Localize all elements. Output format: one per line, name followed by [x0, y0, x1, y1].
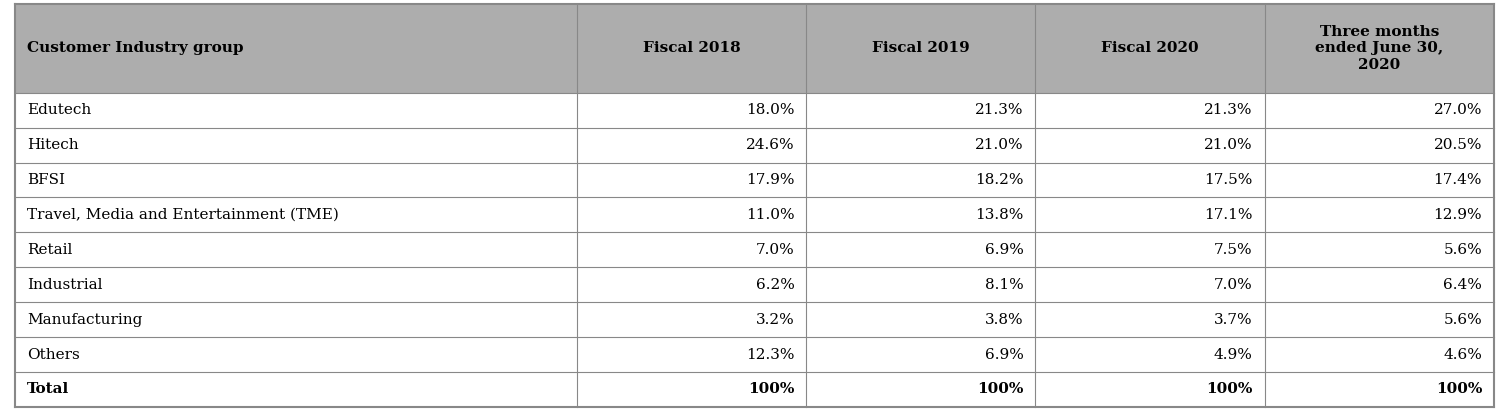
- Text: Manufacturing: Manufacturing: [27, 313, 142, 327]
- Bar: [15, 267, 1494, 302]
- Text: 13.8%: 13.8%: [975, 208, 1023, 222]
- Text: 3.7%: 3.7%: [1215, 313, 1252, 327]
- Bar: [15, 337, 1494, 372]
- Text: 12.9%: 12.9%: [1434, 208, 1482, 222]
- Bar: [15, 162, 1494, 197]
- Text: Customer Industry group: Customer Industry group: [27, 42, 243, 55]
- Text: 7.5%: 7.5%: [1215, 243, 1252, 257]
- Text: 100%: 100%: [1435, 383, 1482, 397]
- Text: Others: Others: [27, 348, 80, 362]
- Text: 21.3%: 21.3%: [975, 103, 1023, 117]
- Text: 3.8%: 3.8%: [985, 313, 1023, 327]
- Bar: [15, 128, 1494, 162]
- Bar: [15, 197, 1494, 232]
- Bar: [15, 4, 1494, 93]
- Text: 6.4%: 6.4%: [1443, 278, 1482, 292]
- Text: Edutech: Edutech: [27, 103, 91, 117]
- Text: 6.2%: 6.2%: [756, 278, 794, 292]
- Text: 20.5%: 20.5%: [1434, 138, 1482, 152]
- Text: Three months
ended June 30,
2020: Three months ended June 30, 2020: [1316, 25, 1444, 72]
- Text: 5.6%: 5.6%: [1443, 313, 1482, 327]
- Text: 21.3%: 21.3%: [1204, 103, 1252, 117]
- Text: 4.6%: 4.6%: [1443, 348, 1482, 362]
- Text: Retail: Retail: [27, 243, 72, 257]
- Text: 100%: 100%: [978, 383, 1023, 397]
- Text: 6.9%: 6.9%: [985, 348, 1023, 362]
- Text: Industrial: Industrial: [27, 278, 103, 292]
- Text: Travel, Media and Entertainment (TME): Travel, Media and Entertainment (TME): [27, 208, 340, 222]
- Text: 8.1%: 8.1%: [985, 278, 1023, 292]
- Text: 17.5%: 17.5%: [1204, 173, 1252, 187]
- Text: 6.9%: 6.9%: [985, 243, 1023, 257]
- Text: 3.2%: 3.2%: [756, 313, 794, 327]
- Text: 100%: 100%: [1207, 383, 1252, 397]
- Text: 17.4%: 17.4%: [1434, 173, 1482, 187]
- Text: 100%: 100%: [748, 383, 794, 397]
- Text: 27.0%: 27.0%: [1434, 103, 1482, 117]
- Text: Fiscal 2019: Fiscal 2019: [872, 42, 970, 55]
- Text: Hitech: Hitech: [27, 138, 78, 152]
- Text: 18.2%: 18.2%: [975, 173, 1023, 187]
- Text: Total: Total: [27, 383, 69, 397]
- Text: 7.0%: 7.0%: [756, 243, 794, 257]
- Text: 7.0%: 7.0%: [1215, 278, 1252, 292]
- Text: 21.0%: 21.0%: [1204, 138, 1252, 152]
- Text: BFSI: BFSI: [27, 173, 65, 187]
- Bar: [15, 93, 1494, 128]
- Text: 4.9%: 4.9%: [1213, 348, 1252, 362]
- Text: 21.0%: 21.0%: [975, 138, 1023, 152]
- Text: Fiscal 2018: Fiscal 2018: [643, 42, 741, 55]
- Text: 11.0%: 11.0%: [745, 208, 794, 222]
- Bar: [15, 232, 1494, 267]
- Bar: [15, 302, 1494, 337]
- Text: Fiscal 2020: Fiscal 2020: [1102, 42, 1198, 55]
- Bar: [15, 372, 1494, 407]
- Text: 24.6%: 24.6%: [745, 138, 794, 152]
- Text: 17.1%: 17.1%: [1204, 208, 1252, 222]
- Text: 12.3%: 12.3%: [745, 348, 794, 362]
- Text: 18.0%: 18.0%: [745, 103, 794, 117]
- Text: 5.6%: 5.6%: [1443, 243, 1482, 257]
- Text: 17.9%: 17.9%: [745, 173, 794, 187]
